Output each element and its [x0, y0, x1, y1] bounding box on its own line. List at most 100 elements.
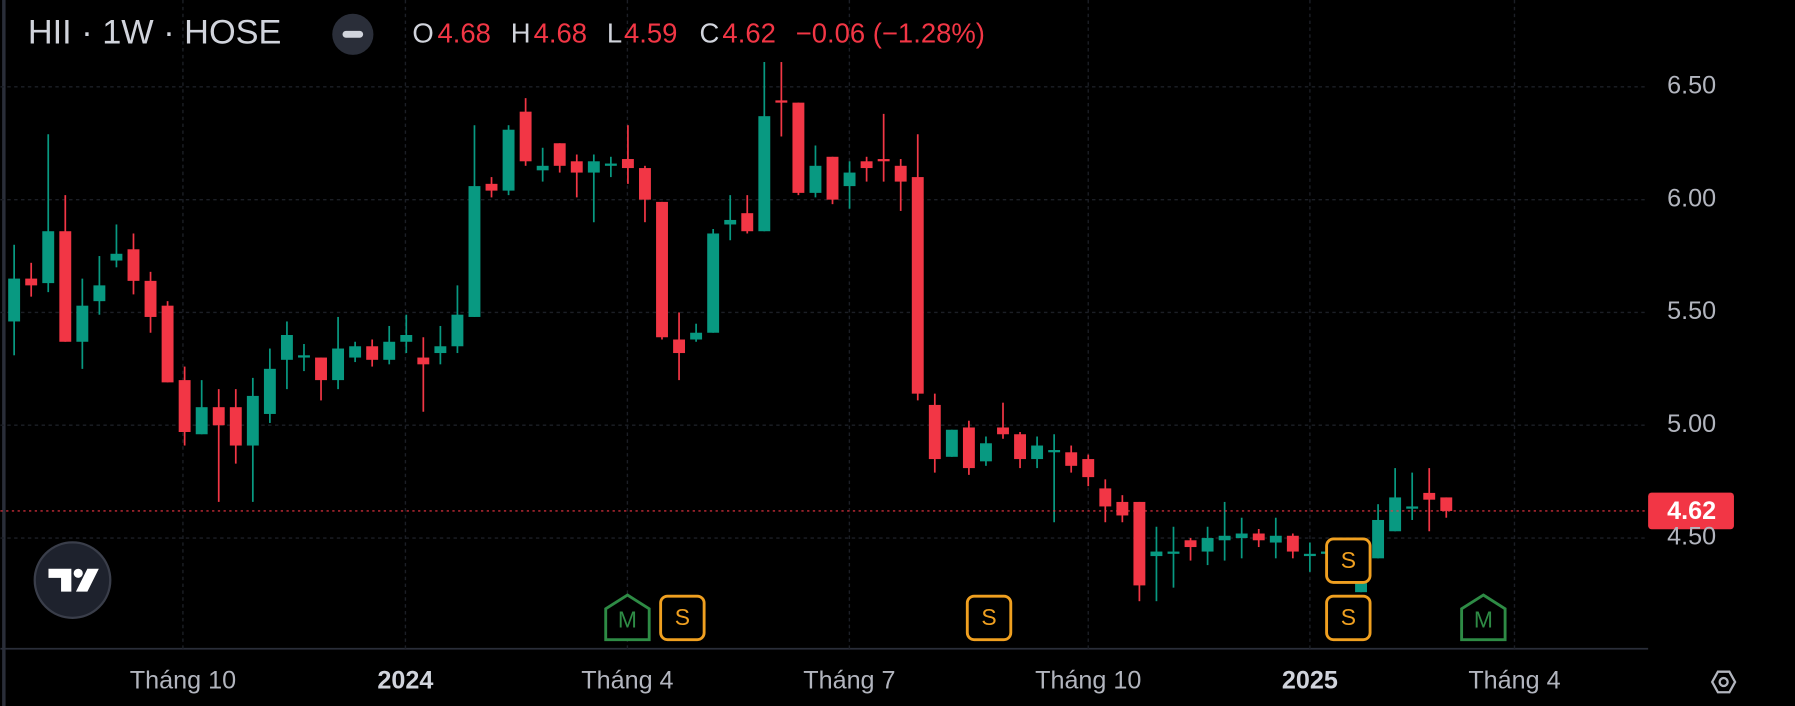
candle-body [161, 305, 174, 383]
candle-body [519, 111, 532, 162]
event-marker[interactable]: S [659, 594, 706, 642]
candle-body [621, 159, 634, 169]
y-tick-label: 5.50 [1667, 297, 1716, 325]
ohlc-value: 4.68 [438, 18, 491, 49]
marker-label: S [675, 604, 690, 630]
candle-body [724, 219, 737, 225]
logo[interactable] [33, 541, 112, 620]
candle-body [1355, 583, 1367, 593]
candle-body [553, 143, 566, 166]
candle-body [690, 332, 703, 340]
marker-label: S [1341, 547, 1356, 573]
candle-body [298, 355, 310, 358]
marker-shape [604, 593, 651, 642]
candle-body [212, 407, 225, 426]
ohlc-key: H [511, 18, 531, 49]
candle-body [280, 334, 293, 360]
candle-body [366, 346, 379, 360]
logo-t[interactable] [48, 568, 72, 592]
marker-label: S [981, 604, 996, 630]
collapse-icon[interactable] [342, 30, 364, 38]
last-price-box [1648, 492, 1734, 530]
candle-body [1303, 553, 1316, 557]
candle-body [894, 165, 907, 182]
candle-body [1133, 501, 1146, 586]
candle-body [1184, 540, 1197, 548]
candle-body [59, 231, 72, 342]
overlay: 4.62 M S S S S M [0, 492, 1734, 642]
candle-body [945, 429, 958, 457]
candle-body [570, 161, 583, 173]
candle-body [792, 102, 805, 193]
candle-body [195, 407, 208, 435]
candle-body [673, 339, 686, 354]
candle-body [775, 100, 788, 103]
candle-body [707, 233, 720, 333]
candle-body [809, 165, 822, 193]
event-marker[interactable]: S [1325, 537, 1372, 584]
logo-circle[interactable] [33, 541, 112, 620]
candle-body [1031, 445, 1044, 460]
candle-body [246, 395, 259, 446]
marker-shape [1325, 537, 1372, 584]
candle-body [1440, 497, 1453, 511]
ohlc-value: 4.59 [624, 18, 677, 49]
candle-body [1116, 501, 1129, 516]
candle-body [263, 368, 276, 414]
candle-body [1150, 551, 1163, 557]
marker-shape [659, 594, 706, 642]
candle-body [1167, 551, 1180, 554]
candle-body [741, 213, 754, 232]
candle-body [877, 159, 890, 162]
candle-body [1218, 535, 1231, 541]
x-tick-label: Tháng 10 [1035, 667, 1141, 695]
candle-body [758, 116, 771, 232]
candle-body [178, 380, 191, 432]
candle-body [93, 285, 106, 302]
candle-body [604, 163, 617, 166]
candle-body [587, 161, 600, 173]
symbol-title: HII · 1W · HOSE [28, 13, 282, 51]
event-marker[interactable]: S [965, 594, 1013, 642]
candle-body [1252, 533, 1265, 541]
candle-body [76, 305, 89, 342]
collapse-button[interactable] [332, 13, 374, 55]
logo-dot[interactable] [73, 568, 83, 578]
candle-body [1235, 533, 1248, 539]
candle-body [332, 348, 345, 381]
candle-body [843, 172, 856, 187]
candle-body [127, 249, 140, 281]
candle-body [42, 231, 55, 284]
ohlc-key: C [700, 18, 720, 49]
candle-body [144, 280, 157, 317]
candle-body [1014, 434, 1026, 460]
event-marker[interactable]: M [604, 593, 651, 642]
candle-body [468, 186, 481, 317]
candle-body [349, 346, 362, 358]
candle-body [980, 443, 992, 462]
candle-body [1406, 506, 1419, 509]
candle-body [502, 129, 515, 191]
y-tick-label: 5.00 [1667, 410, 1716, 438]
logo-slash[interactable] [75, 568, 99, 592]
event-marker[interactable]: S [1325, 594, 1372, 642]
y-tick-label: 6.50 [1667, 72, 1716, 100]
candle-body [997, 427, 1009, 435]
candle-body [451, 314, 464, 347]
event-marker[interactable]: M [1460, 593, 1507, 642]
y-tick-label: 4.50 [1667, 523, 1716, 551]
candles [8, 62, 1453, 602]
candle-body [1269, 535, 1282, 543]
settings-hexagon[interactable] [1710, 670, 1737, 694]
candle-body [860, 161, 873, 169]
x-tick-label: Tháng 4 [1468, 667, 1560, 695]
candle-body [1201, 538, 1214, 552]
ohlc-value: 4.68 [534, 18, 587, 49]
candle-body [8, 278, 21, 322]
candle-body [826, 156, 839, 200]
ohlc-key: O [412, 18, 433, 49]
settings-button[interactable] [1710, 670, 1737, 694]
settings-center[interactable] [1718, 676, 1729, 688]
